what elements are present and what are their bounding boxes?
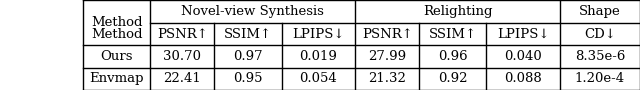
Text: 8.35e-6: 8.35e-6 (575, 50, 625, 63)
Text: PSNR↑: PSNR↑ (157, 28, 208, 41)
Text: 1.20e-4: 1.20e-4 (575, 72, 625, 85)
Text: 0.92: 0.92 (438, 72, 468, 85)
Text: SSIM↑: SSIM↑ (224, 28, 272, 41)
Text: Method: Method (91, 28, 143, 41)
Text: PSNR↑: PSNR↑ (362, 28, 413, 41)
Text: 21.32: 21.32 (368, 72, 406, 85)
Text: Envmap: Envmap (90, 72, 144, 85)
Text: SSIM↑: SSIM↑ (429, 28, 477, 41)
Text: 0.054: 0.054 (300, 72, 337, 85)
Text: 27.99: 27.99 (368, 50, 406, 63)
Text: LPIPS↓: LPIPS↓ (292, 28, 345, 41)
Text: 30.70: 30.70 (163, 50, 202, 63)
Text: 0.088: 0.088 (504, 72, 542, 85)
Text: 22.41: 22.41 (164, 72, 201, 85)
Text: 0.040: 0.040 (504, 50, 542, 63)
Text: 0.95: 0.95 (233, 72, 263, 85)
Text: Novel-view Synthesis: Novel-view Synthesis (181, 5, 324, 18)
Text: 0.97: 0.97 (233, 50, 263, 63)
Text: 0.96: 0.96 (438, 50, 468, 63)
Text: Shape: Shape (579, 5, 621, 18)
Text: Method: Method (91, 16, 143, 29)
Text: Relighting: Relighting (423, 5, 492, 18)
Text: Ours: Ours (100, 50, 133, 63)
Text: 0.019: 0.019 (300, 50, 337, 63)
Text: LPIPS↓: LPIPS↓ (497, 28, 550, 41)
Text: CD↓: CD↓ (584, 28, 616, 41)
